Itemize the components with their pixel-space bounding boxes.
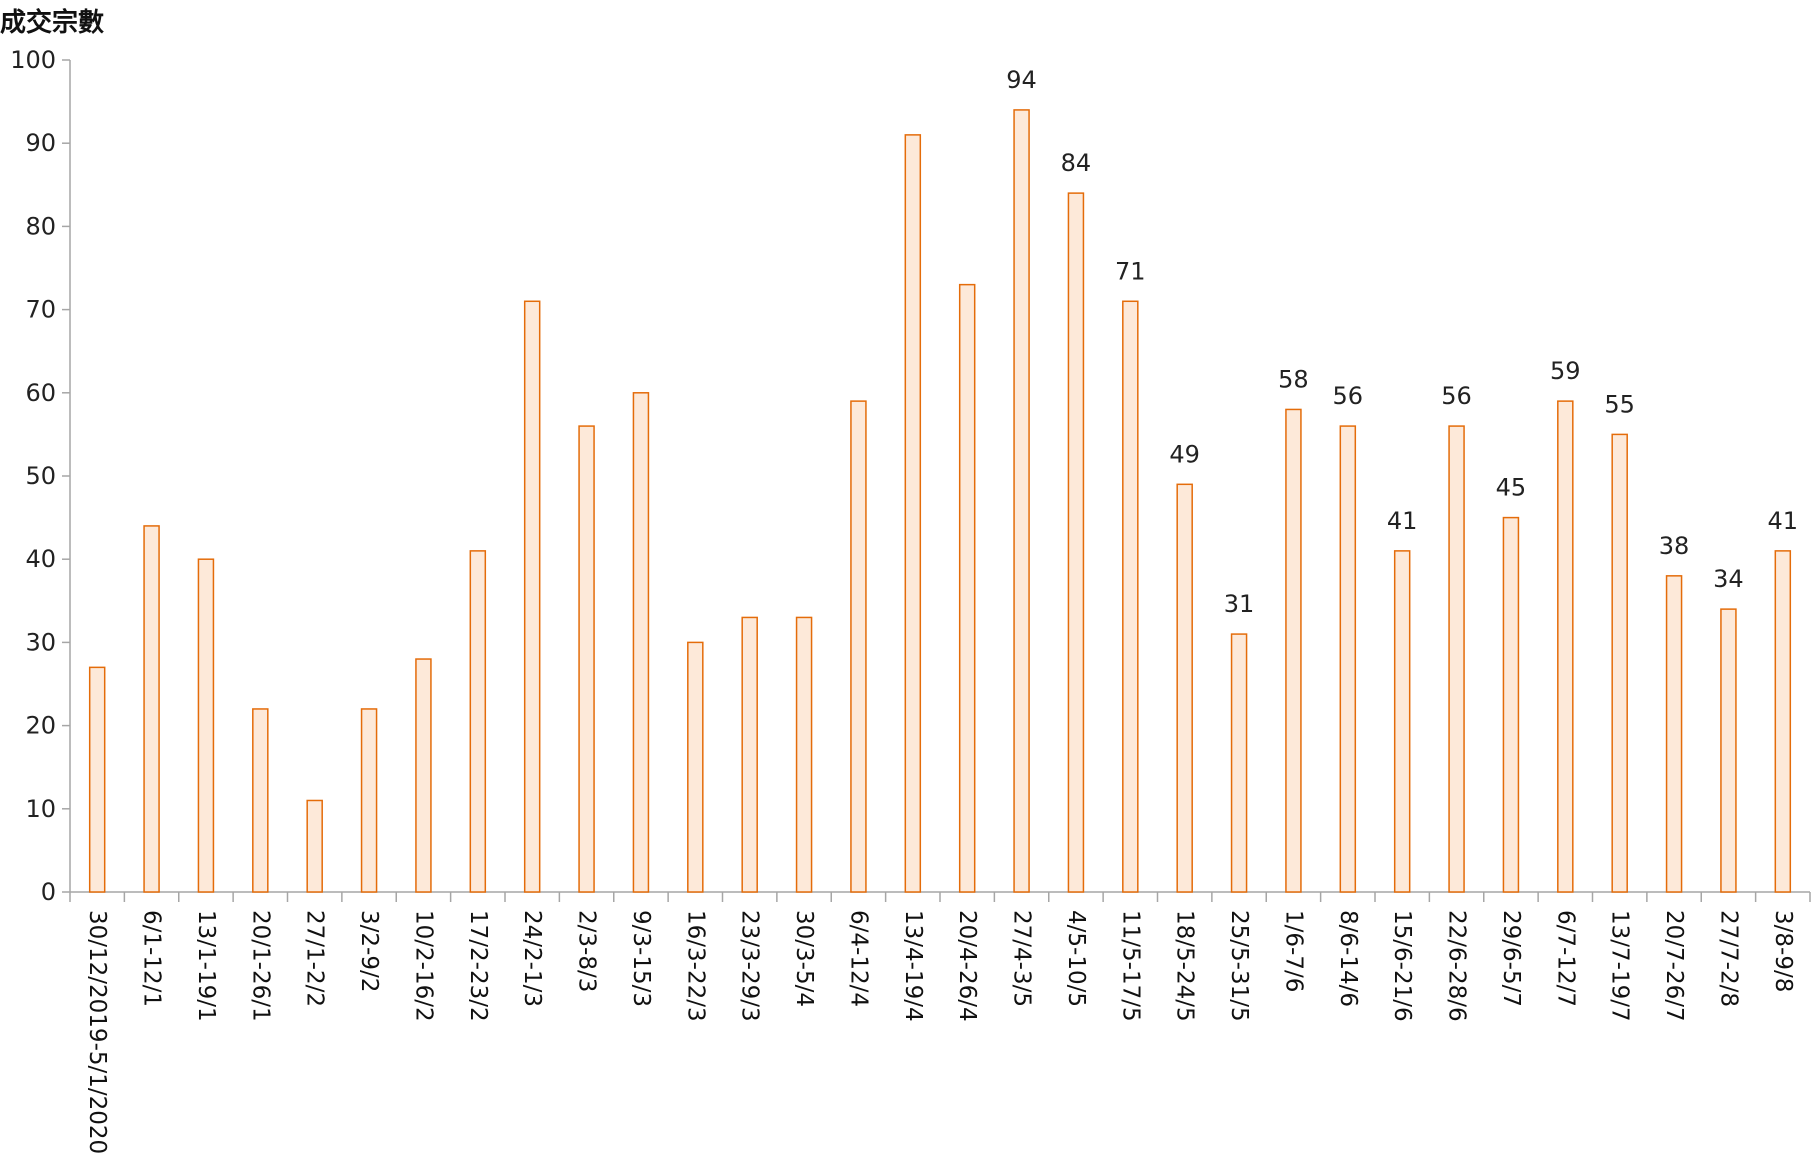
bar xyxy=(252,708,269,893)
bar xyxy=(1611,433,1628,893)
x-category-label: 3/2-9/2 xyxy=(356,910,382,992)
y-tick-label: 60 xyxy=(25,379,56,407)
data-label: 41 xyxy=(1387,507,1418,535)
bar xyxy=(1122,300,1139,893)
x-category-label: 3/8-9/8 xyxy=(1770,910,1796,992)
x-category-label: 22/6-28/6 xyxy=(1444,910,1470,1022)
data-label: 31 xyxy=(1224,590,1255,618)
x-axis xyxy=(69,891,1811,902)
y-tick-label: 30 xyxy=(25,628,56,656)
x-category-label: 13/4-19/4 xyxy=(900,910,926,1022)
data-label: 56 xyxy=(1441,382,1472,410)
y-tick-label: 90 xyxy=(25,129,56,157)
bar xyxy=(1285,408,1302,893)
x-category-label: 18/5-24/5 xyxy=(1172,910,1198,1022)
data-label: 55 xyxy=(1604,390,1635,418)
bar xyxy=(1448,425,1465,893)
data-label: 45 xyxy=(1496,474,1527,502)
bar xyxy=(1665,575,1683,893)
data-label: 49 xyxy=(1169,440,1200,468)
y-tick-label: 100 xyxy=(10,46,56,74)
x-category-label: 2/3-8/3 xyxy=(574,910,600,992)
bar xyxy=(795,616,813,893)
x-category-label: 10/2-16/2 xyxy=(410,910,436,1022)
bar xyxy=(1176,483,1193,893)
x-category-label: 20/4-26/4 xyxy=(954,910,980,1022)
x-category-label: 8/6-14/6 xyxy=(1335,910,1361,1007)
x-category-label: 30/3-5/4 xyxy=(791,910,817,1007)
x-category-label: 13/1-19/1 xyxy=(193,910,219,1022)
x-category-label: 20/7-26/7 xyxy=(1661,910,1687,1022)
y-axis-title: 成交宗數 xyxy=(0,7,104,38)
bar xyxy=(415,658,432,893)
x-category-label: 23/3-29/3 xyxy=(737,910,763,1022)
bar xyxy=(578,425,595,893)
x-category-label: 17/2-23/2 xyxy=(465,910,491,1022)
bar xyxy=(904,134,922,893)
x-category-label: 29/6-5/7 xyxy=(1498,910,1524,1007)
data-label: 38 xyxy=(1659,532,1690,560)
bar xyxy=(1557,400,1574,893)
x-category-label: 1/6-7/6 xyxy=(1280,910,1306,992)
y-tick-label: 70 xyxy=(25,296,56,324)
category-labels: 30/12/2019-5/1/2020 6/1-12/1 13/1-19/1 20/1… xyxy=(84,910,1796,1154)
data-label: 58 xyxy=(1278,365,1309,393)
x-category-label: 6/4-12/4 xyxy=(845,910,871,1007)
x-category-label: 15/6-21/6 xyxy=(1389,910,1415,1022)
data-label: 84 xyxy=(1061,149,1092,177)
data-labels: 94 84 71 49 31 58 56 41 56 45 59 55 38 34 41 xyxy=(1006,66,1798,618)
data-label: 71 xyxy=(1115,257,1146,285)
y-axis: 0 10 20 30 40 50 60 70 80 90 100 xyxy=(10,46,71,906)
bar xyxy=(1774,550,1792,893)
bar xyxy=(360,708,378,893)
x-category-label: 20/1-26/1 xyxy=(247,910,273,1022)
y-tick-label: 50 xyxy=(25,462,56,490)
y-tick-label: 20 xyxy=(25,712,56,740)
bar xyxy=(1013,109,1030,893)
y-tick-label: 0 xyxy=(41,878,56,906)
bar xyxy=(469,550,487,893)
x-category-label: 6/1-12/1 xyxy=(139,910,165,1007)
bar xyxy=(88,666,106,893)
bar xyxy=(1067,192,1085,893)
bar xyxy=(523,300,541,893)
bar xyxy=(687,641,704,893)
bar xyxy=(632,392,650,893)
x-category-label: 4/5-10/5 xyxy=(1063,910,1089,1007)
bar xyxy=(1339,425,1357,893)
bar xyxy=(1720,608,1737,893)
bar-series xyxy=(88,109,1792,893)
x-category-label: 27/1-2/2 xyxy=(302,910,328,1007)
bar xyxy=(1230,633,1248,893)
data-label: 56 xyxy=(1333,382,1364,410)
x-category-label: 25/5-31/5 xyxy=(1226,910,1252,1022)
y-tick-label: 40 xyxy=(25,545,56,573)
x-category-label: 11/5-17/5 xyxy=(1117,910,1143,1022)
bar xyxy=(197,558,215,893)
data-label: 59 xyxy=(1550,357,1581,385)
x-category-label: 27/4-3/5 xyxy=(1009,910,1035,1007)
bar xyxy=(1393,550,1411,893)
x-category-label: 24/2-1/3 xyxy=(519,910,545,1007)
y-tick-label: 80 xyxy=(25,212,56,240)
bar xyxy=(1502,516,1520,893)
x-category-label: 9/3-15/3 xyxy=(628,910,654,1007)
data-label: 41 xyxy=(1768,507,1799,535)
x-category-label: 27/7-2/8 xyxy=(1715,910,1741,1007)
bar xyxy=(850,400,867,893)
x-category-label: 30/12/2019-5/1/2020 xyxy=(84,910,110,1154)
bar xyxy=(306,799,323,893)
bar xyxy=(741,616,758,893)
data-label: 94 xyxy=(1006,66,1037,94)
x-category-label: 16/3-22/3 xyxy=(682,910,708,1022)
y-tick-label: 10 xyxy=(25,795,56,823)
x-category-label: 13/7-19/7 xyxy=(1607,910,1633,1022)
bar xyxy=(143,525,160,893)
x-category-label: 6/7-12/7 xyxy=(1552,910,1578,1007)
data-label: 34 xyxy=(1713,565,1744,593)
bar xyxy=(958,283,976,893)
